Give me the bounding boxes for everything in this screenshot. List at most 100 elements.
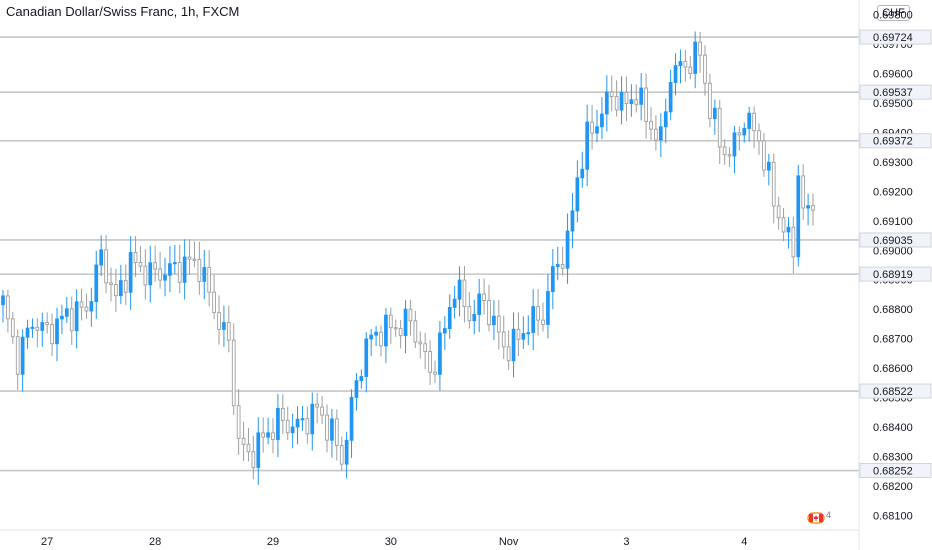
candle-body	[158, 268, 162, 281]
candle-body	[197, 259, 202, 282]
level-label-box	[859, 133, 932, 149]
candle-body	[349, 396, 354, 441]
candle-body	[69, 308, 74, 332]
candle-body	[654, 128, 658, 141]
price-tick-label: 0.69100	[873, 216, 913, 228]
candle-body	[541, 319, 545, 325]
candle-body	[123, 280, 128, 293]
candle-body	[20, 336, 25, 375]
candle-body	[60, 315, 64, 320]
candle-body	[604, 91, 609, 115]
candle-body	[678, 61, 683, 67]
candle-body	[187, 256, 192, 260]
candle-body	[40, 322, 45, 331]
candle-body	[133, 252, 138, 263]
candle-body	[663, 111, 668, 128]
candle-body	[796, 175, 801, 258]
candle-body	[325, 414, 329, 441]
candle-body	[217, 312, 221, 330]
price-axis: 0.681000.682000.683000.684000.685000.686…	[858, 0, 932, 550]
canada-flag-icon[interactable]	[807, 510, 829, 526]
candle-body	[143, 265, 148, 286]
candle-body	[177, 262, 182, 283]
price-tick-label: 0.68300	[873, 451, 913, 463]
candle-body	[580, 168, 585, 179]
candle-body	[290, 426, 295, 434]
candle-body	[467, 306, 472, 322]
candle-body	[771, 161, 776, 207]
candle-body	[752, 112, 756, 132]
price-tick-label: 0.68600	[873, 363, 913, 375]
price-tick-label: 0.69500	[873, 98, 913, 110]
candle-body	[811, 205, 815, 211]
candle-body	[202, 267, 207, 282]
candle-body	[801, 175, 806, 209]
candle-body	[300, 418, 305, 421]
candle-body	[521, 333, 526, 340]
level-label-box	[859, 463, 932, 479]
candle-body	[442, 328, 447, 334]
candle-body	[35, 326, 40, 331]
candle-body	[398, 327, 403, 337]
time-axis: 27 28 29 30 Nov 3 4	[0, 529, 859, 548]
chart-title: Canadian Dollar/Swiss Franc, 1h, FXCM	[6, 4, 240, 19]
candle-body	[315, 403, 320, 408]
candle-body	[55, 318, 59, 345]
candle-body	[703, 54, 707, 84]
candle-body	[762, 140, 766, 171]
candle-body	[104, 249, 108, 284]
level-label-box	[859, 266, 932, 282]
candle-body	[590, 121, 594, 134]
candle-body	[776, 205, 781, 219]
candle-body	[153, 262, 158, 270]
candle-body	[555, 264, 560, 268]
candle-body	[10, 318, 15, 338]
candle-body	[747, 112, 752, 129]
candle-body	[791, 226, 796, 258]
price-tick-label: 0.68200	[873, 481, 913, 493]
candle-body	[781, 217, 786, 233]
candle-body	[712, 107, 717, 120]
candle-body	[536, 306, 540, 321]
candle-body	[50, 324, 54, 345]
candle-body	[388, 314, 393, 329]
candle-body	[413, 320, 418, 343]
candle-body	[344, 439, 349, 465]
candle-body	[433, 371, 437, 375]
candle-body	[266, 432, 270, 438]
candle-body	[285, 419, 290, 434]
candle-body	[766, 161, 771, 171]
candle-body	[683, 61, 688, 68]
candle-body	[364, 338, 369, 377]
level-label: 0.68919	[873, 269, 913, 281]
candle-body	[94, 264, 99, 303]
candle-body	[241, 437, 246, 445]
candle-body	[565, 230, 570, 269]
candle-body	[550, 266, 555, 292]
candle-body	[99, 249, 104, 266]
candle-body	[585, 121, 590, 170]
candle-body	[732, 132, 737, 157]
time-tick-label: 3	[623, 536, 629, 548]
candle-body	[403, 308, 408, 337]
level-label-box	[859, 232, 932, 248]
candle-body	[305, 418, 310, 435]
candle-body	[600, 113, 604, 128]
candle-body	[482, 293, 486, 301]
candle-body	[418, 341, 423, 345]
candle-body	[222, 322, 226, 330]
candle-body	[393, 327, 398, 330]
candle-body	[575, 177, 580, 212]
candle-body	[688, 66, 693, 74]
level-label: 0.69372	[873, 136, 913, 148]
candle-body	[457, 279, 462, 300]
time-tick-label: 4	[741, 536, 747, 548]
candle-body	[742, 128, 747, 136]
candle-body	[737, 132, 742, 136]
currency-badge[interactable]: CHF	[877, 5, 910, 21]
candle-body	[786, 226, 791, 233]
candle-body	[609, 91, 614, 98]
candle-body	[634, 99, 639, 105]
candle-body	[423, 343, 428, 353]
